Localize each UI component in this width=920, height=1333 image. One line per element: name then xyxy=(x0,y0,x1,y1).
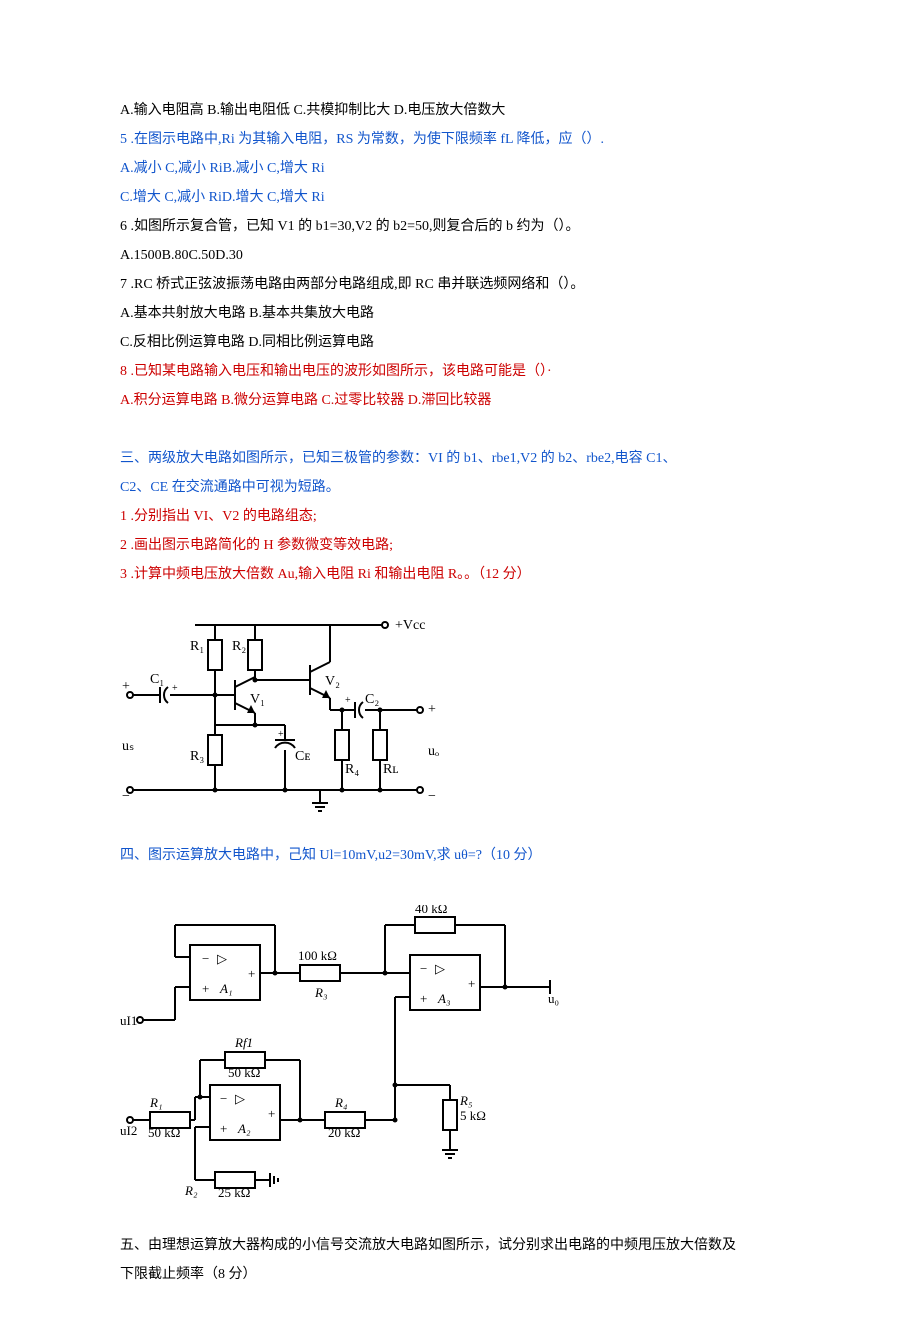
lbl-a3-minus: − xyxy=(420,961,427,976)
lbl-a3: A₃ xyxy=(437,991,450,1006)
sec3-p3: 3 .计算中频电压放大倍数 Au,输入电阻 Ri 和输出电阻 R。。（12 分） xyxy=(120,564,800,585)
lbl-a1-tri: ▷ xyxy=(217,951,227,966)
lbl-a1-plus: + xyxy=(202,981,209,996)
lbl-a3-plus: + xyxy=(420,991,427,1006)
lbl-a2-plus: + xyxy=(220,1121,227,1136)
sec3-p2: 2 .画出图示电路简化的 H 参数微变等效电路; xyxy=(120,535,800,556)
lbl-r2-name: R₂ xyxy=(184,1183,198,1198)
lbl-20k: 20 kΩ xyxy=(328,1125,360,1140)
diagram-opamp: − + ▷ + A₁ uI1 100 kΩ R₃ xyxy=(120,905,800,1215)
lbl-a3-out: + xyxy=(468,976,475,991)
lbl-100k: 100 kΩ xyxy=(298,948,337,963)
blank-2 xyxy=(120,874,800,895)
sec3-p1: 1 .分别指出 VI、V2 的电路组态; xyxy=(120,506,800,527)
lbl-a1: A₁ xyxy=(219,981,232,996)
lbl-50k-b: 50 kΩ xyxy=(148,1125,180,1140)
lbl-plus-out: + xyxy=(428,702,436,717)
lbl-50k-a: 50 kΩ xyxy=(228,1065,260,1080)
lbl-u2: uI2 xyxy=(120,1123,137,1138)
lbl-u1: uI1 xyxy=(120,1013,137,1028)
q6-options: A.1500B.80C.50D.30 xyxy=(120,245,800,266)
q5-option-ab: A.减小 C,减小 RiB.减小 C,增大 Ri xyxy=(120,158,800,179)
q4-options: A.输入电阻高 B.输出电阻低 C.共模抑制比大 D.电压放大倍数大 xyxy=(120,100,800,121)
lbl-c2-pol: + xyxy=(345,695,351,706)
lbl-r2: R₂ xyxy=(232,639,246,654)
sec3-line2: C2、CE 在交流通路中可视为短路。 xyxy=(120,477,800,498)
q8-stem: 8 .已知某电路输入电压和输出电压的波形如图所示，该电路可能是（）· xyxy=(120,361,800,382)
lbl-a1-minus: − xyxy=(202,951,209,966)
q5-option-cd: C.增大 C,减小 RiD.增大 C,增大 Ri xyxy=(120,187,800,208)
diagram-amplifier: +Vcc R₁ R₂ + C₁ + xyxy=(120,595,800,825)
lbl-c2: C₂ xyxy=(365,692,379,707)
q6-stem: 6 .如图所示复合管，已知 V1 的 b1=30,V2 的 b2=50,则复合后… xyxy=(120,216,800,237)
sec5-line1: 五、由理想运算放大器构成的小信号交流放大电路如图所示，试分别求出电路的中频甩压放… xyxy=(120,1235,800,1256)
lbl-plus-in: + xyxy=(122,679,130,694)
lbl-us: uₛ xyxy=(122,739,134,754)
lbl-ce: Cᴇ xyxy=(295,749,311,764)
sec4-stem: 四、图示运算放大电路中，己知 Ul=10mV,u2=30mV,求 uθ=?（10… xyxy=(120,845,800,866)
lbl-r4-name: R₄ xyxy=(334,1095,348,1110)
lbl-r4: R₄ xyxy=(345,762,359,777)
lbl-v2: V₂ xyxy=(325,674,340,689)
lbl-5k: 5 kΩ xyxy=(460,1108,486,1123)
lbl-40k: 40 kΩ xyxy=(415,905,447,916)
lbl-rl: Rʟ xyxy=(383,762,398,777)
lbl-ce-pol: + xyxy=(278,729,284,740)
lbl-a1-out: + xyxy=(248,966,255,981)
lbl-c1: C₁ xyxy=(150,672,164,687)
lbl-vcc: +Vcc xyxy=(395,618,425,633)
q5-stem: 5 .在图示电路中,Ri 为其输入电阻，RS 为常数，为使下限频率 fL 降低，… xyxy=(120,129,800,150)
sec3-line1: 三、两级放大电路如图所示，已知三极管的参数：VI 的 b1、rbe1,V2 的 … xyxy=(120,448,800,469)
lbl-r1: R₁ xyxy=(190,639,204,654)
sec5-line2: 下限截止频率（8 分） xyxy=(120,1264,800,1285)
lbl-uo: uₒ xyxy=(428,744,439,759)
lbl-25k: 25 kΩ xyxy=(218,1185,250,1200)
lbl-a2-out: + xyxy=(268,1106,275,1121)
lbl-r5-name: R₅ xyxy=(459,1093,472,1108)
lbl-a3-tri: ▷ xyxy=(435,961,445,976)
lbl-minus-out: − xyxy=(428,789,436,804)
lbl-r3-name: R₃ xyxy=(314,985,327,1000)
lbl-r3: R₃ xyxy=(190,749,204,764)
lbl-a2-minus: − xyxy=(220,1091,227,1106)
lbl-v1: V₁ xyxy=(250,692,265,707)
lbl-minus-in: − xyxy=(122,789,130,804)
q7-option-cd: C.反相比例运算电路 D.同相比例运算电路 xyxy=(120,332,800,353)
blank-1 xyxy=(120,419,800,440)
lbl-r1-name: R₁ xyxy=(149,1095,162,1110)
lbl-a2-tri: ▷ xyxy=(235,1091,245,1106)
q8-options: A.积分运算电路 B.微分运算电路 C.过零比较器 D.滞回比较器 xyxy=(120,390,800,411)
q7-option-ab: A.基本共射放大电路 B.基本共集放大电路 xyxy=(120,303,800,324)
lbl-c1-pol: + xyxy=(172,683,178,694)
q7-stem: 7 .RC 桥式正弦波振荡电路由两部分电路组成,即 RC 串并联选频网络和（）。 xyxy=(120,274,800,295)
lbl-rf1: Rf1 xyxy=(234,1035,253,1050)
lbl-a2: A₂ xyxy=(237,1121,251,1136)
